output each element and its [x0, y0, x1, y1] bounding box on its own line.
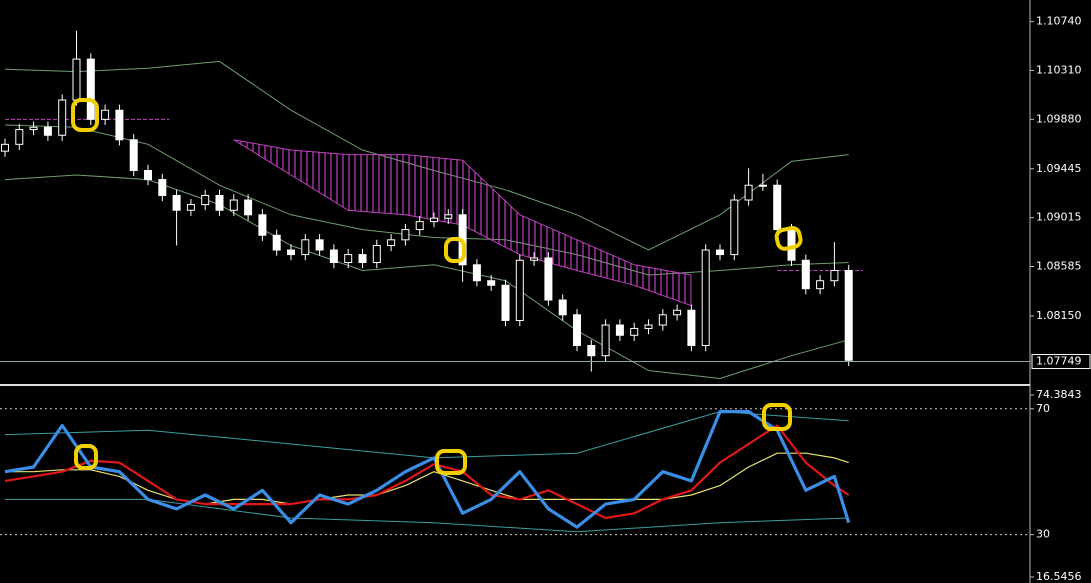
- y-tick-label: 74.3843: [1036, 388, 1082, 401]
- candle-body: [43, 126, 52, 136]
- candle-body: [658, 314, 667, 326]
- y-tick-label: 70: [1036, 402, 1050, 415]
- candle-body: [301, 239, 310, 256]
- candle-body: [315, 239, 324, 251]
- candle-body: [201, 194, 210, 206]
- candle-body: [716, 249, 724, 256]
- candle-body: [344, 254, 353, 264]
- candle-body: [801, 259, 810, 290]
- candle-body: [430, 217, 438, 223]
- candle-body: [229, 199, 238, 211]
- y-tick-label: 1.09880: [1036, 112, 1082, 125]
- candle-body: [515, 259, 524, 321]
- candle-body: [773, 184, 782, 231]
- cloud-top: [233, 139, 692, 276]
- annotations: [71, 98, 803, 475]
- candle-body: [730, 199, 739, 256]
- candle-body: [558, 299, 567, 316]
- candle-body: [687, 309, 696, 346]
- candle-body: [1, 143, 9, 152]
- y-tick-label: 1.08150: [1036, 309, 1082, 322]
- y-tick-label: 1.09015: [1036, 211, 1082, 224]
- candle-body: [530, 257, 539, 261]
- candle-body: [415, 221, 424, 231]
- candle-body: [58, 99, 67, 136]
- candle-body: [544, 257, 553, 301]
- candle-body: [744, 184, 753, 201]
- candle-body: [615, 324, 624, 336]
- candle-body: [501, 284, 510, 321]
- y-tick-label: 1.09445: [1036, 162, 1082, 175]
- candle-body: [816, 280, 825, 290]
- band-upper: [4, 411, 849, 459]
- y-tick-label: 30: [1036, 528, 1050, 541]
- y-tick-label: 1.10740: [1036, 15, 1082, 28]
- candle-body: [72, 58, 81, 101]
- series-line: [4, 424, 850, 520]
- band-lower: [5, 498, 849, 533]
- candle-body: [272, 234, 281, 251]
- candle-body: [129, 139, 138, 171]
- candle-body: [844, 269, 853, 361]
- candle-body: [601, 324, 610, 357]
- band-middle: [4, 124, 849, 276]
- candle-body: [287, 249, 295, 256]
- series-line: [4, 410, 851, 529]
- candle-body: [573, 314, 581, 346]
- candle-body: [673, 309, 682, 316]
- candle-body: [401, 229, 410, 241]
- highlight: [71, 98, 99, 132]
- candle-body: [758, 184, 767, 187]
- candle-body: [115, 109, 124, 141]
- candle-body: [244, 199, 253, 216]
- highlight: [762, 403, 792, 431]
- candle-body: [172, 194, 181, 211]
- candle-body: [158, 179, 167, 196]
- candle-body: [29, 126, 38, 131]
- candle-body: [215, 194, 224, 211]
- candle-body: [144, 169, 152, 181]
- highlight: [444, 237, 466, 263]
- highlight: [435, 449, 467, 475]
- highlight: [74, 444, 98, 470]
- candle-body: [358, 254, 367, 264]
- candle-body: [86, 58, 95, 120]
- candle-body: [372, 244, 381, 264]
- candle-body: [701, 249, 710, 346]
- y-tick-label: 1.10310: [1036, 63, 1082, 76]
- candle-body: [15, 129, 24, 145]
- series-line: [5, 452, 849, 505]
- candle-body: [258, 214, 267, 236]
- candle-body: [587, 344, 596, 357]
- candle-body: [387, 239, 396, 246]
- candle-body: [644, 324, 653, 329]
- y-tick-label: 16.5456: [1036, 570, 1082, 583]
- candle-body: [487, 280, 496, 286]
- current-price-label: 1.07749: [1036, 355, 1082, 368]
- highlight: [774, 226, 803, 251]
- current-price-box: [1031, 354, 1091, 370]
- candle-body: [444, 214, 453, 219]
- y-tick-label: 1.08585: [1036, 260, 1082, 273]
- candle-body: [186, 204, 195, 211]
- candle-body: [630, 327, 639, 336]
- candle-body: [101, 109, 110, 120]
- candle-body: [329, 249, 338, 264]
- candle-body: [472, 264, 481, 282]
- candle-body: [830, 269, 839, 282]
